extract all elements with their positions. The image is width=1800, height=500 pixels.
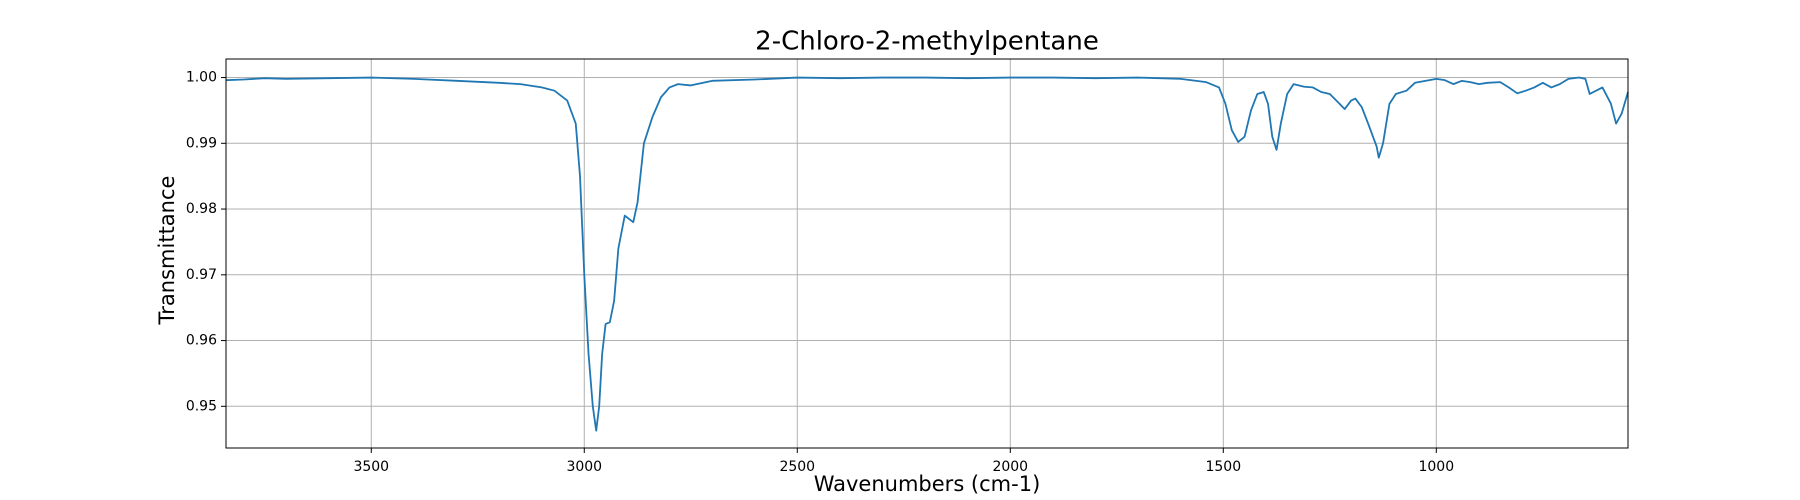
x-tick-label: 3000 [566, 459, 602, 475]
y-tick-label: 0.96 [186, 333, 217, 349]
x-tick-label: 1500 [1205, 459, 1241, 475]
x-tick-label: 3500 [353, 459, 389, 475]
y-tick-label: 0.95 [186, 398, 217, 414]
x-tick-label: 1000 [1418, 459, 1454, 475]
y-tick-label: 1.00 [186, 70, 217, 86]
y-axis-label: Transmittance [155, 176, 179, 326]
spectrum-line [225, 76, 1629, 432]
plot-frame [225, 58, 1629, 449]
x-tick-label: 2000 [992, 459, 1028, 475]
y-tick-label: 0.98 [186, 201, 217, 217]
x-tick-label: 2500 [779, 459, 815, 475]
y-tick-label: 0.97 [186, 267, 217, 283]
chart-title: 2-Chloro-2-methylpentane [755, 27, 1099, 57]
y-tick-label: 0.99 [186, 135, 217, 151]
x-axis-label: Wavenumbers (cm-1) [814, 472, 1041, 496]
